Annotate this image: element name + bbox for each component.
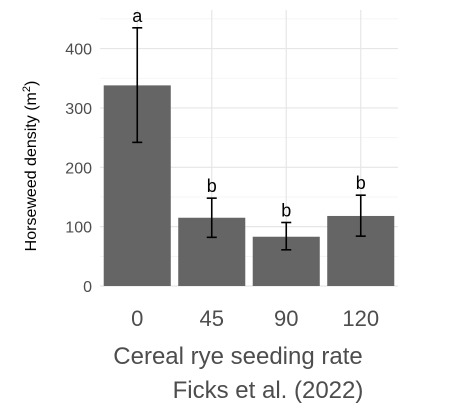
y-tick-label: 0 xyxy=(83,279,92,296)
group-letter-45: b xyxy=(207,176,217,196)
group-letter-120: b xyxy=(356,173,366,193)
y-tick-label: 200 xyxy=(65,160,92,177)
chart-caption: Ficks et al. (2022) xyxy=(173,377,364,404)
significance-letters: a b b b xyxy=(132,6,366,221)
bars xyxy=(103,85,395,286)
y-tick-label: 400 xyxy=(65,42,92,59)
y-axis-label-superscript: 2 xyxy=(21,86,33,92)
group-letter-0: a xyxy=(132,6,143,26)
x-axis-ticks: 0 45 90 120 xyxy=(131,306,379,331)
y-axis-label-close: ) xyxy=(23,81,40,86)
y-axis-ticks: 0 100 200 300 400 xyxy=(65,42,92,296)
x-tick-label: 0 xyxy=(131,306,143,331)
error-bars xyxy=(132,27,366,251)
x-tick-label: 45 xyxy=(200,306,224,331)
group-letter-90: b xyxy=(281,200,291,220)
y-tick-label: 300 xyxy=(65,101,92,118)
x-axis-label: Cereal rye seeding rate xyxy=(113,343,362,370)
x-tick-label: 120 xyxy=(342,306,379,331)
x-tick-label: 90 xyxy=(274,306,298,331)
y-tick-label: 100 xyxy=(65,220,92,237)
y-axis-label: Horseweed density (m2) xyxy=(21,81,40,252)
y-axis-label-text: Horseweed density (m xyxy=(23,92,40,251)
